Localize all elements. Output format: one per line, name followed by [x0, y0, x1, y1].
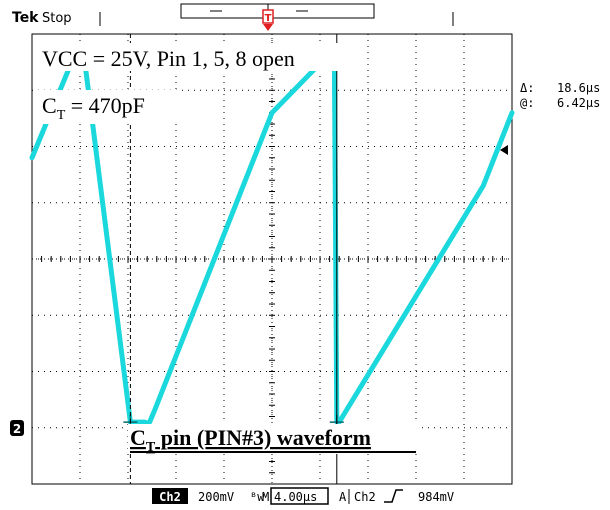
svg-text:2: 2: [13, 422, 21, 436]
volts-per-div: 200mV: [198, 490, 234, 504]
trigger-source: Ch2: [354, 490, 376, 504]
conditions-annotation: VCC = 25V, Pin 1, 5, 8 open: [42, 46, 295, 71]
channel-2-ground-marker: 2: [10, 420, 24, 436]
annotation-background: [128, 424, 418, 454]
delta-label: Δ:: [520, 81, 534, 95]
status-bar: Ch2 200mV ᴮw M 4.00µs A Ch2 984mV: [152, 487, 454, 505]
ct-value-annotation: CT = 470pF: [42, 93, 145, 123]
channel-label: Ch2: [159, 490, 181, 504]
time-per-div: 4.00µs: [274, 490, 317, 504]
trigger-mode: A: [339, 490, 347, 504]
brand-label: Tek: [12, 10, 39, 26]
cursor-readout: Δ: 18.6µs @: 6.42µs: [520, 81, 600, 110]
rising-edge-icon: [384, 489, 403, 503]
time-per-div-box: [270, 487, 329, 505]
at-value: 6.42µs: [557, 96, 600, 110]
time-cursors: [129, 34, 338, 484]
trigger-level: 984mV: [418, 490, 454, 504]
annotation-background: [38, 90, 178, 124]
trigger-position-marker: T: [262, 9, 274, 31]
trigger-level-icon: [500, 145, 508, 155]
acquisition-status: Stop: [42, 11, 72, 26]
waveform-caption: CT pin (PIN#3) waveform: [130, 425, 371, 455]
annotation-background: [38, 43, 356, 71]
delta-value: 18.6µs: [557, 81, 600, 95]
bandwidth-limit-marker: ᴮw: [250, 490, 265, 504]
svg-text:T: T: [265, 13, 272, 24]
channel-badge: [152, 488, 188, 504]
at-label: @:: [520, 96, 534, 110]
record-window-indicator: [180, 3, 375, 19]
time-mode-label: M: [262, 490, 269, 504]
